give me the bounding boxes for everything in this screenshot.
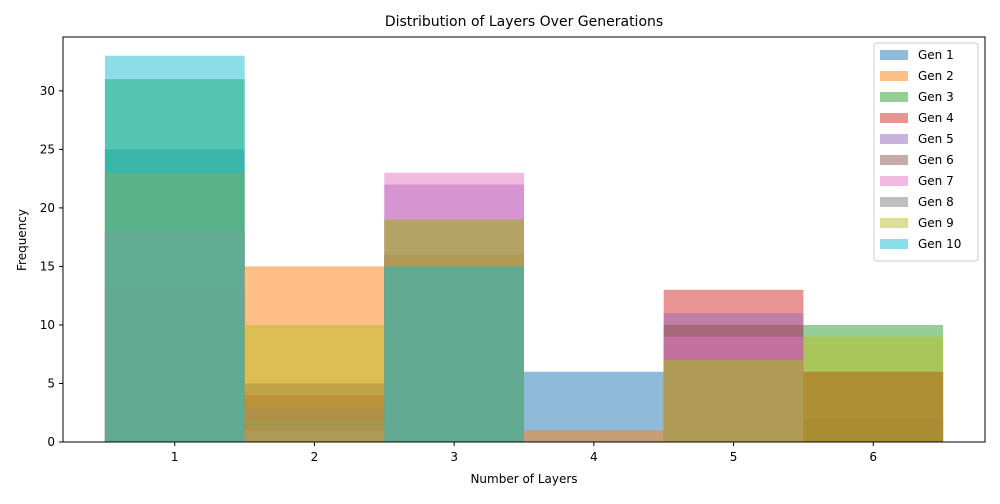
y-tick-label: 15 [40,259,55,273]
bar-gen9-layers6 [803,336,944,442]
legend-swatch [880,197,908,207]
y-tick-label: 25 [40,142,55,156]
legend-swatch [880,176,908,186]
legend-swatch [880,155,908,165]
y-tick-label: 0 [47,435,55,449]
legend-swatch [880,92,908,102]
chart-title: Distribution of Layers Over Generations [385,14,663,30]
x-axis-label: Number of Layers [470,472,577,486]
legend-label: Gen 4 [918,111,954,125]
y-tick-label: 30 [40,84,55,98]
legend-label: Gen 7 [918,174,954,188]
y-tick-label: 20 [40,201,55,215]
plot-frame [62,36,986,443]
legend-swatch [880,218,908,228]
legend: Gen 1 Gen 2 Gen 3 Gen 4 Gen 5 Gen 6 Gen 7 Gen 8… [873,42,979,262]
x-tick-label: 6 [869,450,877,464]
x-tick-label: 4 [590,450,598,464]
y-tick-label: 5 [47,376,55,390]
bar-gen9-layers2 [244,324,385,442]
x-tick-label: 5 [730,450,738,464]
legend-label: Gen 8 [918,195,954,209]
legend-label: Gen 3 [918,90,954,104]
legend-swatch [880,71,908,81]
y-axis-label: Frequency [15,209,29,271]
x-axis: 1 2 3 4 5 6 [171,442,877,464]
y-axis: 0 5 10 15 20 25 30 [40,84,63,449]
bar-gen9-layers5 [663,360,804,442]
x-tick-label: 2 [311,450,319,464]
legend-swatch [880,239,908,249]
bar-gen2-layers4 [524,430,664,442]
x-tick-label: 3 [450,450,458,464]
bars-layer [104,55,944,443]
legend-swatch [880,134,908,144]
bar-gen10-layers1 [104,55,245,442]
legend-label: Gen 6 [918,153,954,167]
legend-label: Gen 1 [918,48,954,62]
legend-label: Gen 5 [918,132,954,146]
legend-label: Gen 2 [918,69,954,83]
legend-swatch [880,50,908,60]
legend-label: Gen 10 [918,237,961,251]
bar-gen10-layers3 [384,266,524,442]
legend-label: Gen 9 [918,216,954,230]
x-tick-label: 1 [171,450,179,464]
y-tick-label: 10 [40,318,55,332]
legend-swatch [880,113,908,123]
